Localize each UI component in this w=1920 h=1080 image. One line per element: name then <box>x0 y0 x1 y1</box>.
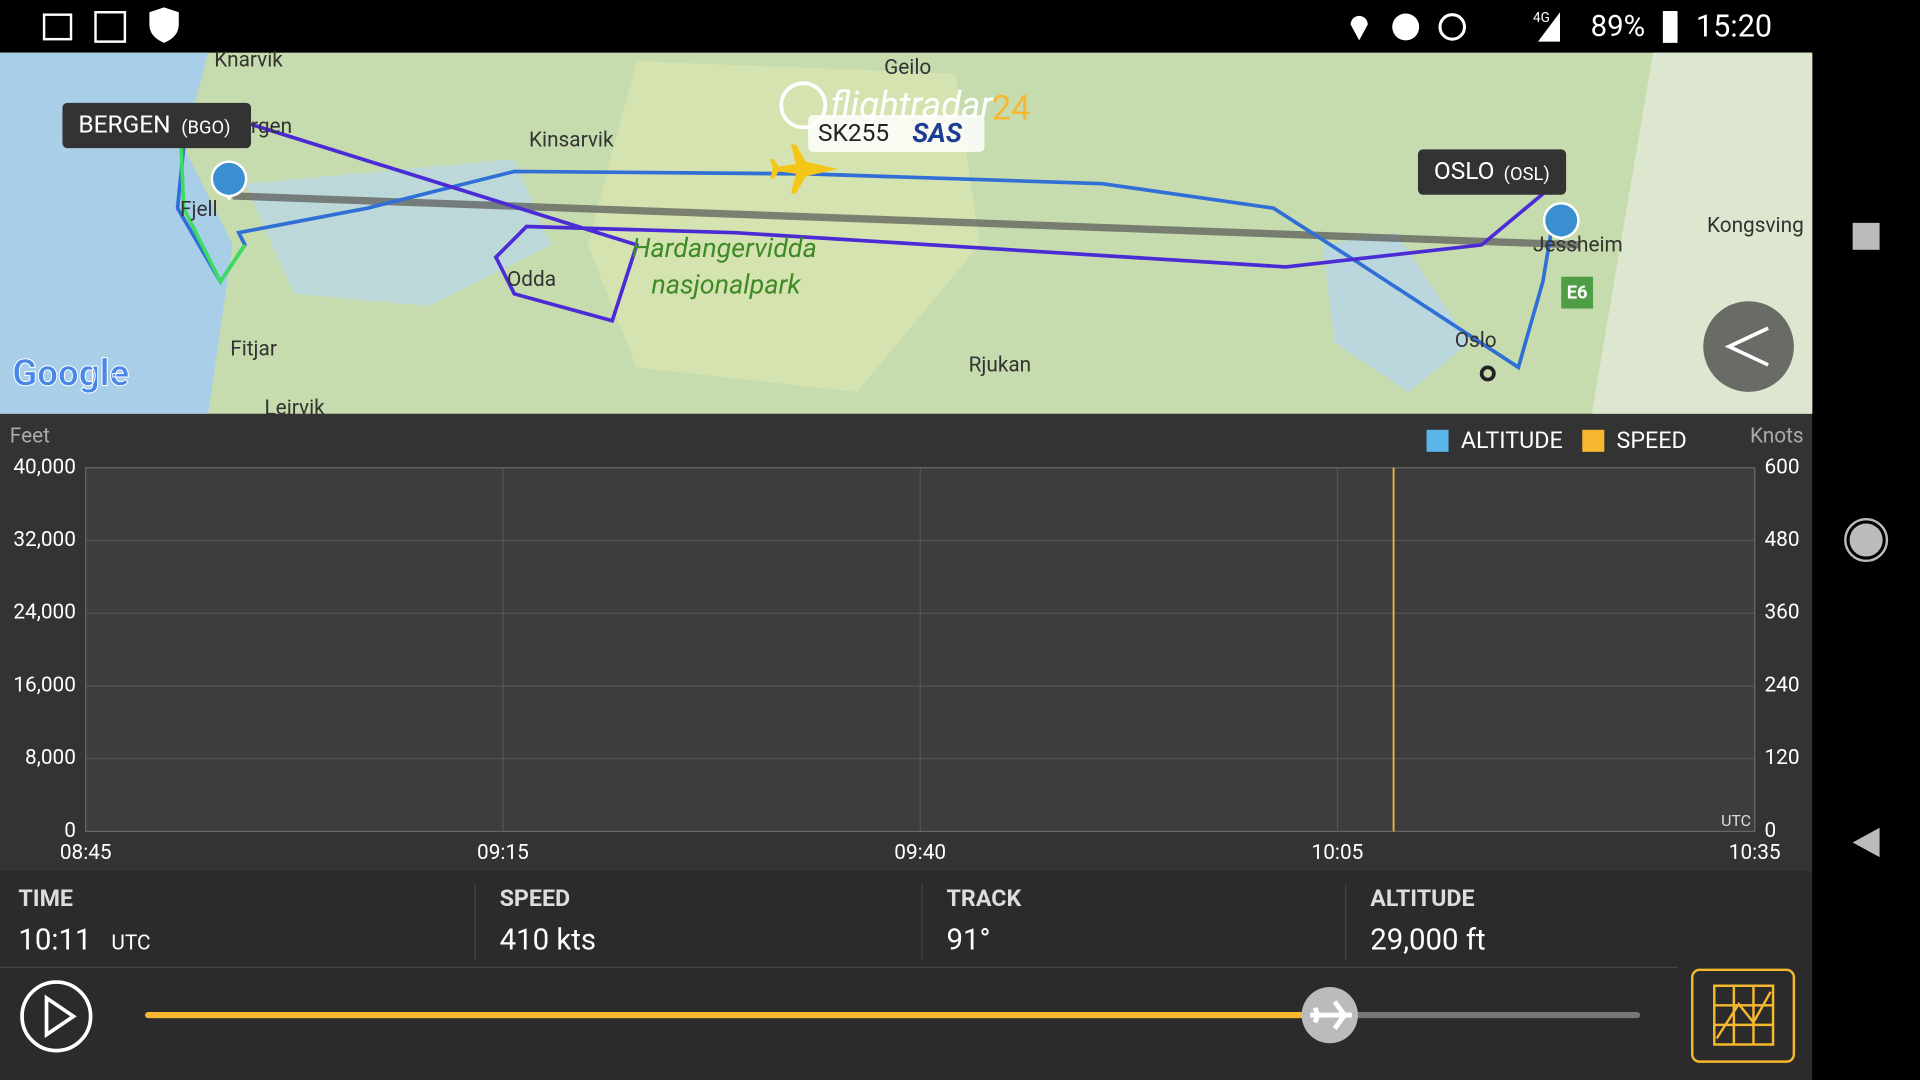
recents-button[interactable] <box>1852 222 1880 250</box>
flight-number: SK255 <box>818 118 889 147</box>
play-button[interactable] <box>20 980 93 1053</box>
city-dot <box>1479 365 1496 382</box>
home-ring <box>1844 517 1889 563</box>
brand-suffix: 24 <box>992 88 1031 128</box>
info-label: TRACK <box>947 884 1022 912</box>
clock: 15:20 <box>1696 9 1772 44</box>
y-tick-label: 32,000 <box>13 528 76 552</box>
climb-track <box>179 146 247 286</box>
place: Kongsving <box>1707 214 1804 238</box>
x-tick-label: 08:45 <box>60 841 112 865</box>
network: 4G <box>1533 11 1550 26</box>
place: Fjell <box>180 198 218 222</box>
x-unit: UTC <box>1721 811 1751 830</box>
map-provider: Google <box>12 352 129 395</box>
road-sign <box>1561 276 1594 309</box>
y-tick-label: 40,000 <box>13 455 76 479</box>
back-button[interactable] <box>1852 827 1880 858</box>
airline: SAS <box>912 117 963 149</box>
info-value: 410 kts <box>500 923 596 957</box>
info-value: 91° <box>947 923 991 957</box>
share-icon <box>1724 326 1769 367</box>
fr24-logo <box>779 81 828 130</box>
great-circle <box>232 192 1580 249</box>
place: rgen <box>251 115 292 139</box>
nav-bar <box>1812 52 1920 1080</box>
dnd-icon <box>1392 13 1420 41</box>
info-label: ALTITUDE <box>1370 884 1474 912</box>
lake <box>1322 232 1470 392</box>
place: Kinsarvik <box>529 128 614 152</box>
share-button[interactable] <box>1703 301 1794 392</box>
y-tick-label: 0 <box>64 819 76 843</box>
place: Oslo <box>1455 329 1497 353</box>
flight-tag <box>808 115 985 152</box>
legend-label: ALTITUDE <box>1461 426 1563 454</box>
chart: 0 8,000 16,000 24,000 32,000 40,000 0 120 240 360… <box>13 426 1799 865</box>
battery: 89% <box>1591 10 1646 44</box>
road-label: E6 <box>1567 283 1588 304</box>
park: nasjonalpark <box>651 269 801 301</box>
origin-tag <box>62 102 252 149</box>
legend-swatch <box>1582 429 1605 452</box>
x-tick-label: 09:15 <box>477 841 529 865</box>
info-label: TIME <box>18 884 73 912</box>
y-axis-label: Feet <box>10 425 50 449</box>
chart-icon <box>1713 984 1775 1046</box>
x-tick-label: 09:40 <box>894 841 946 865</box>
shield-icon <box>149 7 179 43</box>
y-tick-label: 16,000 <box>13 673 76 697</box>
aircraft-icon <box>770 144 838 194</box>
info-value: 10:11 <box>18 923 91 957</box>
y2-tick-label: 240 <box>1764 673 1799 697</box>
place: Fitjar <box>230 338 277 362</box>
y2-tick-label: 480 <box>1764 528 1799 552</box>
y2-axis-label: Knots <box>1750 425 1804 449</box>
location-icon <box>1350 15 1368 41</box>
plot-border <box>85 467 1756 833</box>
y-tick-label: 24,000 <box>13 601 76 625</box>
origin-name: BERGEN <box>78 110 170 139</box>
y-tick-label: 8,000 <box>25 746 76 770</box>
y2-tick-label: 0 <box>1764 819 1776 843</box>
flight-track-2 <box>244 120 1557 324</box>
destination-tag <box>1417 149 1567 195</box>
notif-icon <box>94 11 127 43</box>
origin-pin <box>210 160 248 202</box>
gallery-icon <box>42 13 73 41</box>
info-label: SPEED <box>500 884 571 912</box>
legend-swatch <box>1426 429 1449 452</box>
info-panel <box>0 871 1813 1080</box>
park: Hardangervidda <box>632 232 817 264</box>
place: Jessheim <box>1533 234 1623 258</box>
legend-label: SPEED <box>1617 426 1687 454</box>
info-unit: UTC <box>111 932 150 956</box>
x-tick-label: 10:05 <box>1312 841 1364 865</box>
info-value: 29,000 ft <box>1370 923 1485 957</box>
origin-code: (BGO) <box>181 117 230 138</box>
destination-pin <box>1542 202 1580 243</box>
y2-tick-label: 600 <box>1764 455 1799 479</box>
destination-code: (OSL) <box>1504 164 1550 185</box>
destination-name: OSLO <box>1434 156 1495 185</box>
place: Geilo <box>884 56 931 80</box>
battery-icon <box>1662 11 1678 43</box>
home-button[interactable] <box>1845 519 1887 561</box>
play-icon <box>44 994 77 1039</box>
alarm-icon <box>1438 13 1467 41</box>
status-bar <box>0 0 1920 53</box>
thumb-plane <box>1310 1000 1352 1031</box>
y2-tick-label: 120 <box>1764 746 1799 770</box>
chart-toggle[interactable] <box>1691 968 1796 1063</box>
place: Knarvik <box>214 49 283 73</box>
place: Odda <box>507 268 556 292</box>
place: Rjukan <box>969 354 1032 378</box>
y2-tick-label: 360 <box>1764 601 1799 625</box>
x-tick-label: 10:35 <box>1729 841 1781 865</box>
